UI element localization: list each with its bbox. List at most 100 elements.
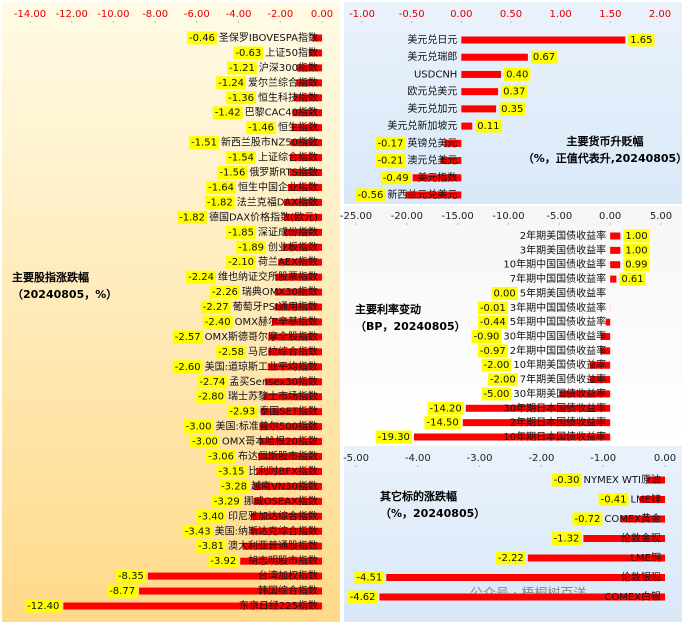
value-label-bg bbox=[475, 119, 502, 133]
value-label-bg bbox=[623, 229, 650, 243]
value-label-bg bbox=[190, 435, 220, 449]
value-label: -12.40 bbox=[27, 601, 59, 612]
category-label: 新西兰元兑美元 bbox=[387, 188, 457, 201]
bar bbox=[461, 53, 528, 61]
bar bbox=[259, 438, 322, 446]
category-label: COMEX白银 bbox=[604, 590, 661, 603]
category-label: 东京日经225指数 bbox=[239, 599, 318, 612]
bar bbox=[278, 258, 322, 266]
value-label: -0.56 bbox=[357, 190, 383, 201]
value-label: -4.62 bbox=[350, 592, 376, 603]
value-label: -1.82 bbox=[179, 212, 205, 223]
bar bbox=[289, 169, 322, 177]
bar bbox=[268, 348, 322, 356]
value-label-bg bbox=[172, 330, 203, 344]
value-label: -2.27 bbox=[203, 302, 229, 313]
x-tick-label: -10.00 bbox=[97, 9, 129, 20]
value-label: -0.44 bbox=[480, 317, 506, 328]
x-tick-label: 0.00 bbox=[450, 9, 472, 20]
value-label-bg bbox=[427, 401, 464, 415]
value-label: 0.67 bbox=[533, 52, 555, 63]
category-label: 伦敦银现 bbox=[621, 571, 661, 584]
value-label-bg bbox=[623, 243, 650, 257]
value-label: -8.77 bbox=[109, 586, 135, 597]
bar bbox=[253, 482, 322, 490]
value-label-bg bbox=[551, 473, 582, 487]
category-label: 澳元兑美元 bbox=[407, 154, 457, 167]
bar bbox=[462, 419, 611, 427]
value-label: -1.36 bbox=[228, 93, 254, 104]
value-label: -0.30 bbox=[554, 475, 580, 486]
value-label-bg bbox=[355, 188, 386, 202]
bar bbox=[440, 157, 462, 165]
value-label: 0.37 bbox=[503, 87, 525, 98]
value-label-bg bbox=[501, 85, 528, 99]
value-label-bg bbox=[172, 360, 203, 374]
value-label: -8.35 bbox=[118, 571, 144, 582]
bar bbox=[444, 139, 462, 147]
category-label: 伦敦金现 bbox=[621, 532, 661, 545]
value-label-bg bbox=[204, 195, 235, 209]
value-label-bg bbox=[495, 551, 526, 565]
category-label: 澳大利亚普通股指数 bbox=[228, 539, 318, 552]
category-label: USDCNH bbox=[414, 69, 457, 80]
value-label-bg bbox=[25, 599, 62, 613]
bar bbox=[282, 243, 322, 251]
value-label: -1.64 bbox=[208, 182, 234, 193]
value-label: -1.89 bbox=[238, 242, 264, 253]
value-label-bg bbox=[212, 106, 243, 120]
value-label: 0.61 bbox=[621, 274, 643, 285]
bar bbox=[292, 109, 322, 117]
bar bbox=[264, 378, 322, 386]
category-label: 韩国综合指数 bbox=[258, 584, 318, 597]
value-label: 0.35 bbox=[501, 104, 523, 115]
category-label: 美国:道琼斯工业平均指数 bbox=[205, 360, 318, 373]
value-label-bg bbox=[196, 539, 226, 553]
chart-title: 主要股指涨跌幅 bbox=[12, 270, 89, 284]
x-tick-label: -0.50 bbox=[399, 9, 425, 20]
category-label: 马尼拉综合指数 bbox=[248, 345, 318, 358]
bar bbox=[461, 88, 499, 96]
bar bbox=[386, 574, 665, 581]
bar bbox=[63, 602, 322, 610]
value-label-bg bbox=[182, 524, 213, 538]
bar bbox=[639, 496, 665, 503]
value-label-bg bbox=[347, 590, 378, 604]
category-label: 30年期中国国债收益率 bbox=[503, 330, 606, 343]
category-label: 德国DAX价格指数(欧元) bbox=[209, 210, 318, 223]
value-label-bg bbox=[623, 258, 650, 272]
value-label-bg bbox=[499, 102, 526, 116]
value-label: -0.46 bbox=[189, 33, 215, 44]
x-tick-label: -2.00 bbox=[528, 453, 554, 464]
value-label-bg bbox=[226, 255, 256, 269]
value-label-bg bbox=[481, 387, 512, 401]
value-label-bg bbox=[477, 344, 508, 358]
value-label: -3.00 bbox=[186, 422, 212, 433]
category-label: 葡萄牙PSI通用指数 bbox=[233, 300, 318, 313]
value-label: -2.80 bbox=[198, 392, 224, 403]
bar bbox=[263, 393, 322, 401]
value-label: -1.54 bbox=[228, 153, 254, 164]
x-tick-label: -1.00 bbox=[590, 453, 616, 464]
value-label: 1.65 bbox=[630, 35, 652, 46]
value-label: -2.22 bbox=[498, 553, 524, 564]
bar bbox=[289, 154, 322, 162]
bar bbox=[256, 467, 322, 475]
bar bbox=[620, 515, 665, 523]
bar bbox=[259, 423, 322, 431]
category-label: 恒生指数 bbox=[278, 121, 318, 134]
value-label: -1.21 bbox=[229, 63, 255, 74]
bar bbox=[250, 527, 322, 535]
bar bbox=[610, 246, 621, 254]
value-label-bg bbox=[211, 494, 242, 508]
bar bbox=[284, 213, 322, 221]
bar bbox=[605, 318, 611, 326]
value-label-bg bbox=[216, 464, 247, 478]
bar bbox=[379, 593, 665, 601]
value-label-bg bbox=[196, 509, 226, 523]
category-label: OMX斯德哥尔摩全股指数 bbox=[205, 330, 318, 343]
category-label: 新西兰股市NZ50指数 bbox=[221, 136, 318, 149]
panel bbox=[344, 446, 682, 622]
bar bbox=[283, 228, 322, 236]
category-label: 30年期美国债收益率 bbox=[513, 387, 606, 400]
